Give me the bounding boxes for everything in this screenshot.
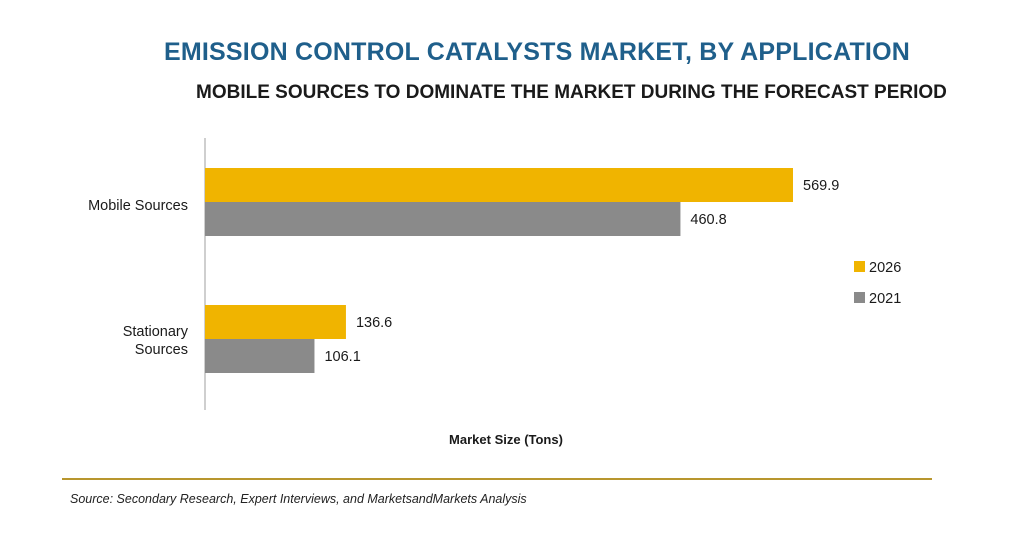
legend-swatch xyxy=(854,261,865,272)
data-label: 569.9 xyxy=(803,178,839,194)
bar-2021-1 xyxy=(205,339,315,373)
category-label: Mobile Sources xyxy=(88,198,188,214)
source-note: Source: Secondary Research, Expert Inter… xyxy=(70,492,527,506)
legend-label: 2021 xyxy=(869,291,901,307)
chart-title: EMISSION CONTROL CATALYSTS MARKET, BY AP… xyxy=(164,38,910,66)
legend-swatch xyxy=(854,292,865,303)
bar-2021-0 xyxy=(205,202,681,236)
data-label: 136.6 xyxy=(356,315,392,331)
data-label: 106.1 xyxy=(324,349,360,365)
category-label-line: Sources xyxy=(135,342,188,358)
category-label-line: Stationary xyxy=(123,324,189,340)
chart-subtitle: MOBILE SOURCES TO DOMINATE THE MARKET DU… xyxy=(196,82,947,103)
footer-divider xyxy=(62,478,932,480)
data-label: 460.8 xyxy=(690,212,726,228)
legend-label: 2026 xyxy=(869,260,901,276)
bar-2026-1 xyxy=(205,305,346,339)
category-label: Stationary Sources xyxy=(123,324,189,358)
category-label-line: Mobile Sources xyxy=(88,198,188,214)
x-axis-label: Market Size (Tons) xyxy=(449,432,563,447)
bar-2026-0 xyxy=(205,168,793,202)
bar-chart: Mobile Sources 569.9 460.8 Stationary Source… xyxy=(88,138,901,447)
